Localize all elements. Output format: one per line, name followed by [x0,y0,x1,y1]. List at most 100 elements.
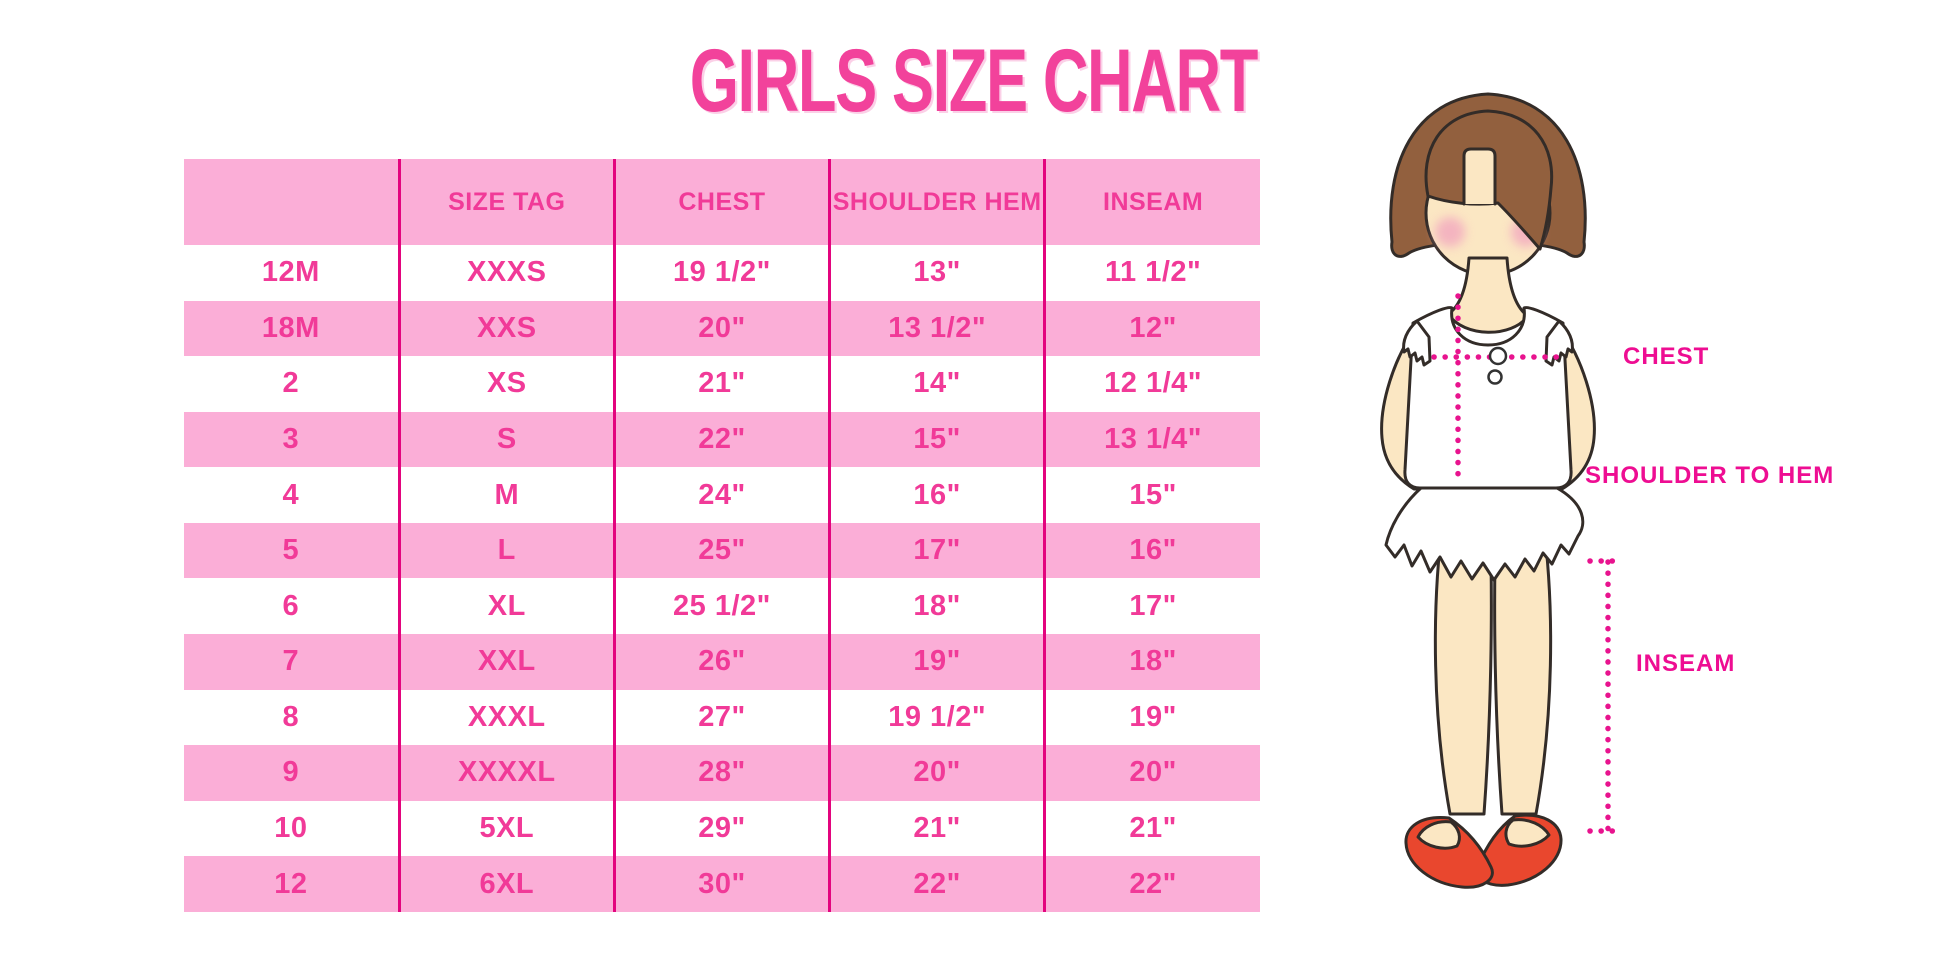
table-header-row: SIZE TAG CHEST SHOULDER HEM INSEAM [184,159,1260,245]
table-cell: 6XL [399,856,616,912]
girl-left-cheek-blush [1435,217,1465,247]
table-cell: L [399,522,616,579]
table-cell: 21" [614,356,832,412]
table-cell: 13 1/4" [1104,423,1203,456]
table-cell: 2 [184,356,401,412]
table-cell: 19 1/2" [829,689,1047,746]
table-cell: XXXS [399,245,616,301]
table-cell: 28" [614,745,832,801]
girl-left-shoe-strap-gap [1416,820,1461,850]
table-cell: 5XL [399,800,616,857]
table-cell: 12M [184,245,401,301]
table-row: 8 XXXL 27" 19 1/2" 19" [184,689,1260,746]
girl-illustration [1380,92,1625,889]
table-cell: 19 1/2" [614,245,832,301]
table-cell: 15" [829,411,1047,468]
table-row: 5 L 25" 17" 16" [184,522,1260,579]
table-cell: 5 [184,522,401,579]
girl-right-shoe-strap-gap [1504,818,1551,848]
girl-top-button-2 [1487,369,1503,385]
table-cell: 12 1/4" [1104,367,1203,400]
table-cell: M [399,467,616,523]
table-cell: 16" [829,467,1047,523]
table-cell: 30" [614,856,832,912]
girl-right-shoulder-ruffle [1544,319,1574,367]
table-cell: 12" [1129,311,1177,344]
table-cell: 4 [184,467,401,523]
table-row: 2 XS 21" 14" 12 1/4" [184,356,1260,412]
table-row: 12 6XL 30" 22" 22" [184,856,1260,912]
table-cell: 16" [1129,534,1177,567]
table-cell: 6 [184,578,401,635]
size-table-head: SIZE TAG CHEST SHOULDER HEM INSEAM [184,159,1260,245]
table-cell: XXS [399,300,616,357]
table-cell: 25" [614,522,832,579]
table-cell: 3 [184,411,401,468]
girl-top [1403,306,1573,490]
girl-left-leg [1433,518,1493,816]
table-cell: S [399,411,616,468]
header-cell-size [184,159,401,245]
table-cell: XXL [399,634,616,690]
girl-skirt [1384,486,1585,582]
table-cell: 22" [614,411,832,468]
table-cell: 21" [829,800,1047,857]
table-row: 7 XXL 26" 19" 18" [184,634,1260,690]
table-cell: 19" [829,634,1047,690]
table-cell: 17" [1129,589,1177,622]
header-cell-shoulder-hem: SHOULDER HEM [829,159,1047,245]
table-cell: 19" [1129,700,1177,733]
table-cell: 18M [184,300,401,357]
chest-label: CHEST [1623,343,1710,370]
table-row: 4 M 24" 16" 15" [184,467,1260,523]
girl-right-leg [1493,518,1553,816]
table-cell: XL [399,578,616,635]
girl-left-shoulder-ruffle [1402,319,1432,367]
table-cell: 22" [829,856,1047,912]
table-cell: 25 1/2" [614,578,832,635]
page-title: GIRLS SIZE CHART [0,36,1946,125]
table-row: 6 XL 25 1/2" 18" 17" [184,578,1260,635]
table-cell: XXXXL [399,745,616,801]
table-cell: 10 [184,800,401,857]
table-cell: 24" [614,467,832,523]
size-table-body: 12M XXXS 19 1/2" 13" 11 1/2" 18M XXS 20" 13 1/2"… [184,245,1260,912]
table-cell: 7 [184,634,401,690]
table-cell: 21" [1129,812,1177,845]
table-cell: 22" [1129,867,1177,900]
table-cell: 29" [614,800,832,857]
header-cell-inseam: INSEAM [1103,187,1204,216]
page-title-text: GIRLS SIZE CHART [689,30,1257,130]
table-cell: XXXL [399,689,616,746]
header-cell-chest: CHEST [614,159,832,245]
table-row: 10 5XL 29" 21" 21" [184,800,1260,857]
table-cell: 11 1/2" [1104,256,1202,289]
table-cell: 8 [184,689,401,746]
table-row: 12M XXXS 19 1/2" 13" 11 1/2" [184,245,1260,301]
table-cell: XS [399,356,616,412]
girl-forehead-notch [1462,147,1497,206]
table-cell: 20" [829,745,1047,801]
table-cell: 12 [184,856,401,912]
table-cell: 18" [1129,645,1177,678]
table-cell: 14" [829,356,1047,412]
table-row: 3 S 22" 15" 13 1/4" [184,411,1260,468]
girl-neck [1446,256,1530,334]
table-cell: 18" [829,578,1047,635]
table-cell: 20" [614,300,832,357]
table-cell: 15" [1129,478,1177,511]
table-cell: 9 [184,745,401,801]
table-cell: 27" [614,689,832,746]
inseam-label: INSEAM [1636,650,1736,677]
girl-top-button-1 [1488,346,1508,366]
table-cell: 26" [614,634,832,690]
table-cell: 13 1/2" [829,300,1047,357]
girls-size-table: SIZE TAG CHEST SHOULDER HEM INSEAM 12M XX… [184,159,1260,912]
header-cell-size-tag: SIZE TAG [399,159,616,245]
table-cell: 17" [829,522,1047,579]
table-cell: 20" [1129,756,1177,789]
shoulder-to-hem-label: SHOULDER TO HEM [1585,462,1835,489]
table-row: 18M XXS 20" 13 1/2" 12" [184,300,1260,357]
table-row: 9 XXXXL 28" 20" 20" [184,745,1260,801]
table-cell: 13" [829,245,1047,301]
